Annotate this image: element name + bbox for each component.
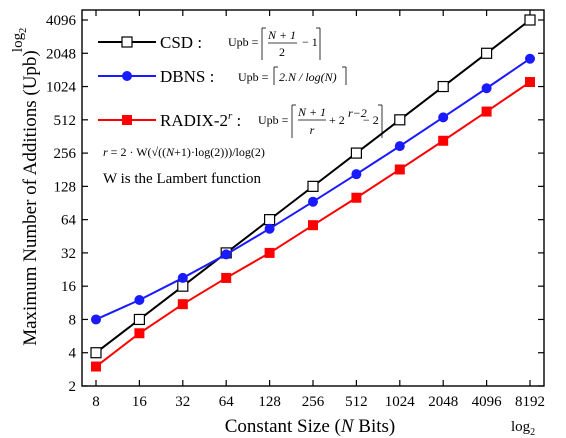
x-tick-label: 512 bbox=[345, 394, 368, 410]
svg-text:r−2: r−2 bbox=[348, 106, 367, 120]
x-tick-label: 128 bbox=[258, 394, 281, 410]
svg-text:N + 1: N + 1 bbox=[297, 105, 326, 119]
y-tick-label: 2 bbox=[69, 379, 77, 395]
svg-text:− 1: − 1 bbox=[302, 35, 318, 49]
data-point-dbns bbox=[525, 53, 535, 64]
series-layer bbox=[90, 14, 536, 372]
y-tick-label: 256 bbox=[54, 146, 77, 162]
svg-text:2.N / log(N): 2.N / log(N) bbox=[279, 70, 337, 84]
legend-entry-csd: CSD : Upb = N + 1 2 − 1 bbox=[98, 27, 321, 60]
y-tick-label: 4 bbox=[69, 346, 77, 362]
y-tick-label: 2048 bbox=[46, 46, 76, 62]
formula-radix: Upb = N + 1 r + 2 r−2 − 2 bbox=[258, 104, 383, 138]
x-scale-label: log2 bbox=[511, 419, 535, 438]
legend-marker-csd bbox=[121, 36, 133, 48]
legend-label-csd: CSD : bbox=[160, 33, 202, 52]
y-axis-ticks: 2 4 8 16 32 64 128 256 512 1024 2048 4096 bbox=[46, 13, 544, 395]
x-tick-label: 8 bbox=[92, 394, 100, 410]
data-point-radix-2 bbox=[351, 192, 362, 203]
y-scale-label: log2 bbox=[10, 28, 29, 52]
data-point-radix-2 bbox=[481, 106, 492, 117]
data-point-csd bbox=[264, 214, 276, 226]
data-point-csd bbox=[350, 147, 362, 159]
y-axis-title: Maximum Number of Additions (Upb) bbox=[20, 50, 41, 346]
data-point-dbns bbox=[134, 294, 145, 305]
data-point-radix-2 bbox=[177, 299, 188, 310]
y-tick-label: 64 bbox=[61, 213, 77, 229]
data-point-dbns bbox=[351, 169, 362, 180]
svg-text:− 2: − 2 bbox=[363, 113, 379, 127]
x-tick-label: 64 bbox=[219, 394, 235, 410]
data-point-csd bbox=[524, 14, 536, 26]
data-point-radix-2 bbox=[264, 247, 275, 258]
data-point-csd bbox=[394, 114, 406, 126]
x-tick-label: 8192 bbox=[515, 394, 545, 410]
data-point-radix-2 bbox=[221, 272, 232, 283]
legend-marker-dbns bbox=[122, 71, 132, 81]
y-tick-label: 128 bbox=[54, 179, 77, 195]
x-tick-label: 4096 bbox=[472, 394, 503, 410]
legend-entry-radix: RADIX-2r : Upb = N + 1 r + 2 r−2 − 2 bbox=[98, 104, 383, 138]
x-tick-label: 16 bbox=[132, 394, 148, 410]
x-tick-label: 1024 bbox=[385, 394, 416, 410]
data-point-dbns bbox=[394, 141, 405, 152]
y-tick-label: 8 bbox=[69, 312, 77, 328]
svg-text:N + 1: N + 1 bbox=[267, 28, 296, 42]
data-point-radix-2 bbox=[91, 361, 101, 372]
data-point-dbns bbox=[221, 249, 232, 260]
svg-text:r: r bbox=[310, 123, 315, 137]
r-formula: r = 2 · W(√((N+1)·log(2)))/log(2) bbox=[103, 145, 265, 159]
data-point-radix-2 bbox=[394, 164, 405, 175]
data-point-dbns bbox=[264, 223, 275, 234]
y-tick-label: 16 bbox=[61, 279, 77, 295]
svg-text:Upb =: Upb = bbox=[238, 70, 269, 84]
y-tick-label: 4096 bbox=[46, 13, 77, 29]
legend: CSD : Upb = N + 1 2 − 1 DBNS : Upb = bbox=[98, 27, 383, 187]
y-tick-label: 32 bbox=[61, 246, 76, 262]
data-point-csd bbox=[133, 313, 145, 326]
data-point-dbns bbox=[177, 272, 188, 283]
data-point-csd bbox=[90, 347, 102, 359]
x-tick-label: 32 bbox=[175, 394, 190, 410]
data-point-dbns bbox=[438, 112, 449, 123]
svg-text:2: 2 bbox=[279, 45, 285, 59]
svg-text:Upb =: Upb = bbox=[228, 35, 259, 49]
y-tick-label: 1024 bbox=[46, 80, 77, 96]
data-point-dbns bbox=[91, 314, 101, 325]
data-point-csd bbox=[307, 180, 319, 192]
svg-text:+ 2: + 2 bbox=[329, 113, 345, 127]
data-point-radix-2 bbox=[525, 77, 535, 88]
data-point-dbns bbox=[308, 196, 318, 207]
x-axis-ticks: 8 16 32 64 128 256 512 1024 2048 4096 8192 bbox=[92, 10, 545, 410]
x-axis-title: Constant Size (N Bits) bbox=[225, 416, 396, 437]
formula-dbns: Upb = 2.N / log(N) bbox=[238, 66, 347, 85]
data-point-csd bbox=[481, 47, 493, 59]
data-point-radix-2 bbox=[134, 328, 145, 339]
legend-marker-radix bbox=[122, 115, 132, 125]
data-point-radix-2 bbox=[438, 135, 449, 146]
legend-label-radix: RADIX-2r : bbox=[160, 110, 241, 130]
x-tick-label: 2048 bbox=[428, 394, 458, 410]
data-point-radix-2 bbox=[308, 220, 318, 231]
formula-csd: Upb = N + 1 2 − 1 bbox=[228, 27, 321, 60]
y-tick-label: 512 bbox=[54, 113, 77, 129]
data-point-csd bbox=[437, 80, 449, 93]
svg-text:Upb =: Upb = bbox=[258, 113, 289, 127]
x-tick-label: 256 bbox=[302, 394, 325, 410]
legend-label-dbns: DBNS : bbox=[160, 67, 214, 86]
data-point-dbns bbox=[481, 83, 492, 94]
legend-entry-dbns: DBNS : Upb = 2.N / log(N) bbox=[98, 66, 347, 86]
lambert-note: W is the Lambert function bbox=[103, 171, 262, 187]
